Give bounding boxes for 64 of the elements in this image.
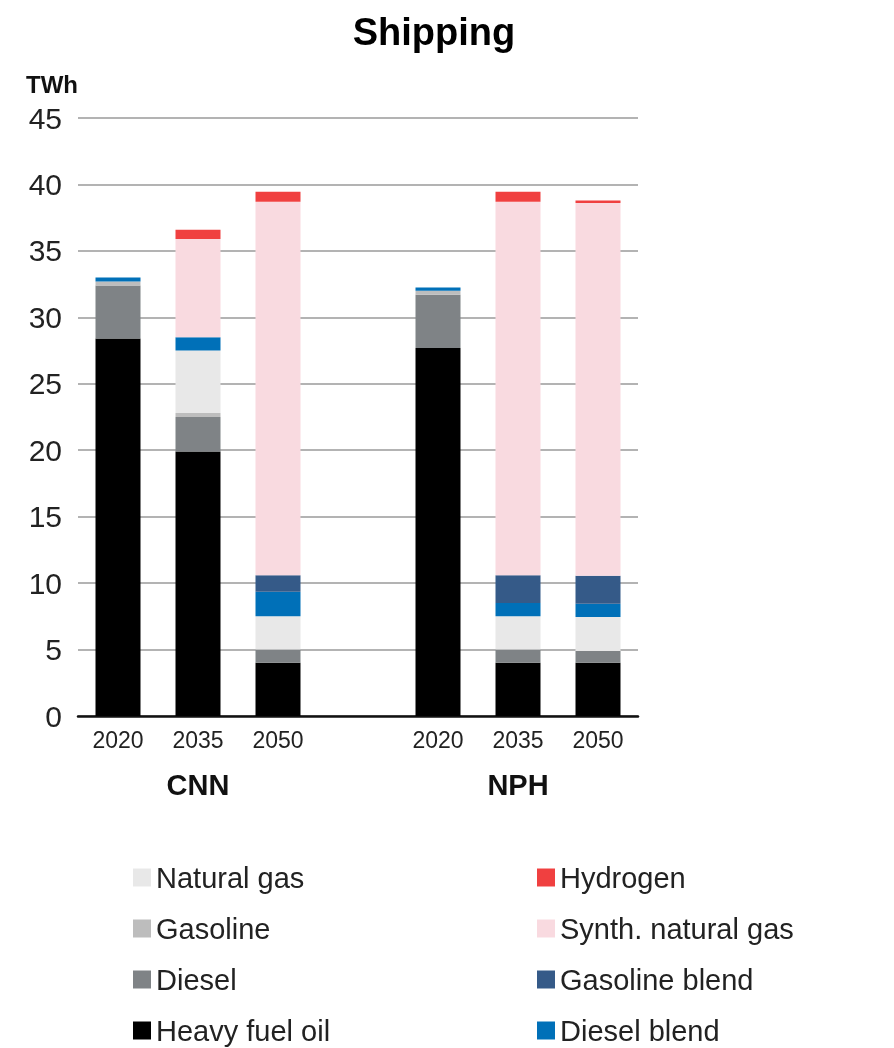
x-tick-label: 2050	[572, 726, 624, 753]
bar	[575, 203, 621, 576]
y-tick-label: 25	[28, 367, 62, 401]
bar	[495, 662, 541, 716]
legend-label: Diesel	[156, 963, 237, 996]
y-axis-title: TWh	[26, 70, 78, 98]
bar	[575, 603, 621, 617]
bar	[175, 413, 221, 417]
bar	[255, 662, 301, 716]
bar	[415, 294, 461, 348]
bar	[575, 662, 621, 716]
bar	[175, 417, 221, 452]
bar	[175, 229, 221, 239]
bar	[175, 451, 221, 716]
x-tick-label: 2020	[92, 726, 144, 753]
bar	[175, 350, 221, 414]
bar	[255, 201, 301, 576]
y-tick-label: 0	[45, 699, 62, 733]
text: NPH	[487, 768, 549, 801]
bar	[175, 238, 221, 338]
bar	[95, 277, 141, 282]
bar	[495, 575, 541, 604]
bar	[495, 603, 541, 617]
y-tick-label: 15	[28, 500, 62, 534]
bar	[575, 200, 621, 204]
legend-label: Synth. natural gas	[560, 912, 794, 945]
y-tick-label: 45	[28, 101, 62, 135]
y-tick-label: 30	[28, 300, 62, 334]
bar	[415, 290, 461, 295]
bar	[575, 575, 621, 604]
text: CNN	[166, 768, 230, 801]
bar	[175, 337, 221, 351]
bar	[495, 201, 541, 576]
x-tick-label: 2020	[412, 726, 464, 753]
bar	[495, 616, 541, 650]
chart-title: Shipping	[352, 11, 516, 53]
bar	[255, 575, 301, 592]
bar	[415, 347, 461, 716]
bar	[95, 338, 141, 716]
legend-label: Hydrogen	[560, 861, 686, 894]
x-tick-label: 2035	[492, 726, 544, 753]
bar	[575, 617, 621, 651]
bar	[255, 649, 301, 663]
legend-label: Gasoline blend	[560, 963, 754, 996]
y-tick-label: 35	[28, 234, 62, 268]
bar	[415, 287, 461, 291]
bar	[95, 285, 141, 339]
bar	[255, 191, 301, 202]
bar	[95, 281, 141, 286]
bar	[495, 191, 541, 202]
bar	[495, 649, 541, 663]
x-tick-label: 2050	[252, 726, 304, 753]
legend-label: Natural gas	[156, 861, 305, 894]
bar	[255, 591, 301, 617]
y-tick-label: 10	[28, 566, 62, 600]
legend-label: Gasoline	[156, 912, 271, 945]
bar	[255, 616, 301, 650]
y-tick-label: 20	[28, 433, 62, 467]
y-tick-label: 5	[45, 633, 62, 667]
bar	[575, 650, 621, 663]
legend-label: Heavy fuel oil	[156, 1014, 331, 1047]
x-tick-label: 2035	[172, 726, 224, 753]
legend-label: Diesel blend	[560, 1014, 720, 1047]
y-tick-label: 40	[28, 167, 62, 201]
